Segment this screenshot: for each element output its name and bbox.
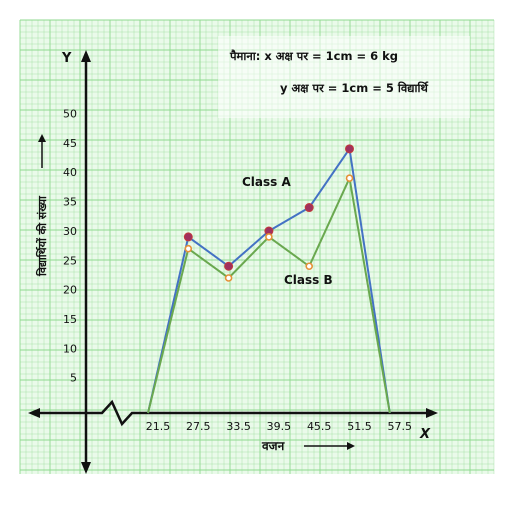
scale-line-2: y अक्ष पर = 1cm = 5 विद्यार्थि — [280, 81, 428, 95]
x-tick-label: 45.5 — [307, 420, 332, 433]
y-axis-arrow-down — [81, 462, 91, 474]
x-tick-label: 57.5 — [388, 420, 413, 433]
x-axis-title-arrow-head — [347, 442, 355, 450]
x-axis-arrow-right — [426, 408, 438, 418]
y-axis-title-group: विद्यार्थियों की संख्या — [35, 134, 49, 277]
data-point-class-a — [183, 232, 193, 242]
data-point-class-b — [265, 233, 273, 241]
x-axis-title: वजन — [261, 439, 286, 453]
x-axis-letter: X — [419, 427, 431, 442]
axes — [28, 50, 438, 474]
y-tick-label: 20 — [63, 284, 77, 297]
y-tick-label: 30 — [63, 225, 77, 238]
x-tick-label: 21.5 — [146, 420, 171, 433]
data-point-class-a — [224, 261, 234, 271]
ticks: 21.5 27.5 33.5 39.5 45.5 51.5 57.5 5 10 15 20 25 30 3… — [63, 108, 412, 434]
data-point-class-a — [345, 144, 354, 154]
y-axis-title-arrow-head — [38, 134, 46, 142]
series-label-class-b: Class B — [284, 273, 333, 287]
series-labels: Class A Class B — [242, 175, 333, 287]
data-point-class-a — [304, 203, 314, 213]
y-tick-label: 45 — [63, 137, 77, 150]
scale-line-1: पैमाना: x अक्ष पर = 1cm = 6 kg — [229, 49, 398, 63]
y-tick-label: 25 — [63, 254, 77, 267]
y-tick-label: 35 — [63, 196, 77, 209]
data-point-class-b — [345, 174, 354, 182]
grid — [19, 19, 495, 474]
x-tick-label: 27.5 — [186, 420, 211, 433]
x-axis-break — [36, 399, 140, 427]
y-axis-arrow-up — [81, 50, 91, 62]
x-axis-arrow-left — [28, 408, 40, 418]
y-tick-label: 15 — [63, 313, 77, 326]
x-tick-label: 33.5 — [226, 420, 251, 433]
data-point-class-b — [305, 262, 314, 271]
y-tick-label: 40 — [63, 166, 77, 179]
y-axis-title: विद्यार्थियों की संख्या — [35, 195, 49, 277]
scale-box — [218, 36, 470, 118]
y-tick-label: 10 — [63, 342, 77, 355]
y-axis-letter: Y — [61, 51, 72, 66]
x-tick-label: 39.5 — [267, 420, 292, 433]
y-tick-label: 50 — [63, 108, 77, 121]
y-tick-label: 5 — [70, 372, 77, 385]
data-point-class-b — [224, 274, 233, 282]
data-point-class-b — [184, 244, 193, 253]
series-layer — [147, 144, 391, 414]
series-label-class-a: Class A — [242, 175, 291, 189]
x-tick-label: 51.5 — [347, 420, 372, 433]
